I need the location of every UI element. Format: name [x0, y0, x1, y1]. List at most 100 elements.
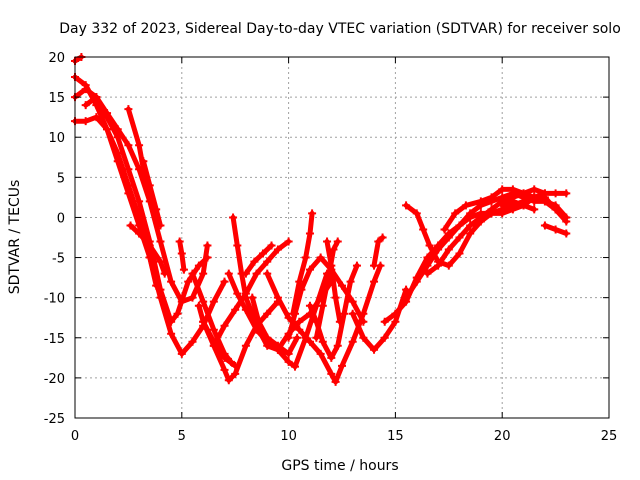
- y-tick-label: 15: [48, 91, 65, 106]
- chart-title: Day 332 of 2023, Sidereal Day-to-day VTE…: [59, 21, 621, 37]
- data-point-marker: [359, 333, 368, 342]
- y-tick-label: 10: [48, 131, 65, 146]
- data-point-marker: [167, 329, 176, 338]
- data-point-marker: [434, 245, 443, 254]
- data-point-marker: [487, 193, 496, 202]
- data-point-marker: [284, 313, 293, 322]
- series-layer: [71, 53, 571, 386]
- x-tick-label: 0: [71, 429, 79, 444]
- data-point-marker: [224, 376, 233, 385]
- data-point-marker: [551, 189, 560, 198]
- data-point-marker: [273, 341, 282, 350]
- data-point-marker: [540, 189, 549, 198]
- data-point-marker: [263, 257, 272, 266]
- data-point-marker: [92, 93, 101, 102]
- data-point-marker: [124, 165, 133, 174]
- data-point-marker: [455, 221, 464, 230]
- data-point-marker: [327, 353, 336, 362]
- data-point-marker: [348, 297, 357, 306]
- data-point-marker: [135, 197, 144, 206]
- data-point-marker: [124, 189, 133, 198]
- data-point-marker: [284, 357, 293, 366]
- data-point-marker: [434, 261, 443, 270]
- data-point-marker: [156, 257, 165, 266]
- data-point-marker: [92, 113, 101, 122]
- data-point-marker: [423, 261, 432, 270]
- data-point-marker: [177, 297, 186, 306]
- data-point-marker: [333, 237, 342, 246]
- data-point-marker: [359, 317, 368, 326]
- data-point-marker: [455, 249, 464, 258]
- data-point-marker: [241, 341, 250, 350]
- data-point-marker: [284, 333, 293, 342]
- data-point-marker: [316, 349, 325, 358]
- data-point-marker: [126, 221, 135, 230]
- x-tick-label: 20: [494, 429, 511, 444]
- data-point-marker: [81, 117, 90, 126]
- series-arc-10: [190, 271, 234, 365]
- data-point-marker: [113, 157, 122, 166]
- data-point-marker: [352, 261, 361, 270]
- data-point-marker: [540, 221, 549, 230]
- data-point-marker: [167, 317, 176, 326]
- data-point-marker: [220, 365, 229, 374]
- data-point-marker: [273, 293, 282, 302]
- plot-frame: [74, 56, 610, 419]
- data-point-marker: [156, 221, 165, 230]
- data-point-marker: [81, 101, 90, 110]
- data-point-marker: [203, 241, 212, 250]
- data-point-marker: [248, 293, 257, 302]
- x-tick-label: 15: [387, 429, 404, 444]
- y-tick-label: 5: [57, 171, 65, 186]
- data-point-marker: [188, 269, 197, 278]
- data-point-marker: [440, 225, 449, 234]
- data-point-marker: [293, 333, 302, 342]
- data-point-marker: [124, 105, 133, 114]
- data-point-marker: [301, 253, 310, 262]
- data-point-marker: [145, 253, 154, 262]
- data-point-marker: [188, 293, 197, 302]
- data-point-marker: [188, 337, 197, 346]
- data-point-marker: [250, 257, 259, 266]
- data-point-marker: [444, 261, 453, 270]
- data-point-marker: [145, 241, 154, 250]
- data-point-marker: [323, 237, 332, 246]
- data-point-marker: [152, 205, 161, 214]
- data-point-marker: [220, 277, 229, 286]
- data-point-marker: [103, 125, 112, 134]
- data-point-marker: [152, 281, 161, 290]
- data-point-marker: [175, 237, 184, 246]
- data-point-marker: [562, 229, 571, 238]
- data-point-marker: [295, 277, 304, 286]
- data-point-marker: [113, 125, 122, 134]
- data-point-marker: [540, 197, 549, 206]
- data-point-marker: [551, 205, 560, 214]
- data-point-marker: [263, 333, 272, 342]
- data-point-marker: [305, 265, 314, 274]
- y-tick-label: 20: [48, 51, 65, 66]
- data-point-marker: [305, 229, 314, 238]
- data-point-marker: [391, 309, 400, 318]
- data-point-marker: [273, 245, 282, 254]
- data-point-marker: [263, 269, 272, 278]
- x-tick-label: 10: [280, 429, 297, 444]
- data-point-marker: [370, 345, 379, 354]
- data-point-marker: [194, 261, 203, 270]
- data-point-marker: [498, 201, 507, 210]
- data-point-marker: [530, 193, 539, 202]
- series-arc-13: [211, 239, 292, 349]
- data-point-marker: [199, 269, 208, 278]
- data-point-marker: [173, 309, 182, 318]
- data-point-marker: [562, 217, 571, 226]
- data-point-marker: [81, 85, 90, 94]
- y-axis-title: SDTVAR / TECUs: [7, 180, 23, 295]
- data-point-marker: [419, 225, 428, 234]
- y-tick-label: -15: [44, 332, 65, 347]
- data-point-marker: [562, 189, 571, 198]
- series-arc-17: [249, 295, 300, 357]
- series-arc-16: [243, 243, 274, 277]
- data-point-marker: [194, 301, 203, 310]
- data-point-marker: [370, 261, 379, 270]
- data-point-marker: [103, 109, 112, 118]
